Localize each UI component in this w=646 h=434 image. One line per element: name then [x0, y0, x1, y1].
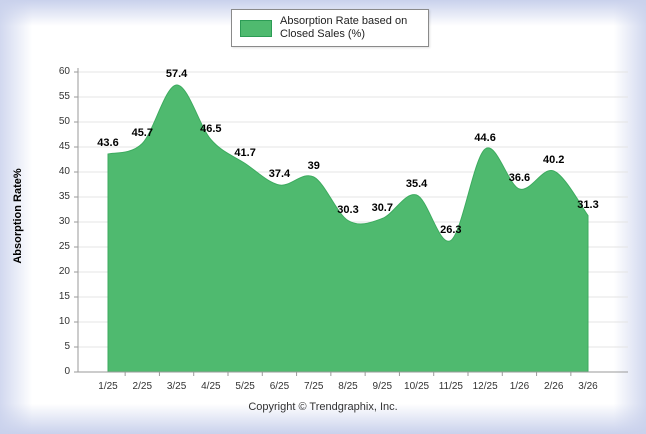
x-tick-label: 12/25 [472, 381, 498, 392]
y-tick-label: 0 [64, 366, 70, 377]
data-point-label: 46.5 [200, 122, 222, 135]
x-tick-label: 6/25 [269, 381, 290, 392]
data-point-label: 39 [307, 160, 320, 172]
data-point-label: 30.3 [337, 203, 359, 216]
x-tick-label: 3/26 [578, 381, 598, 392]
data-point-label: 44.6 [474, 132, 496, 144]
data-point-label: 30.7 [371, 201, 393, 214]
legend-label-line2: Closed Sales (%) [280, 28, 365, 40]
legend-swatch-icon [240, 19, 272, 37]
y-tick-label: 60 [58, 66, 70, 77]
y-tick-label: 5 [64, 341, 70, 352]
legend-box: Absorption Rate based on Closed Sales (%… [231, 9, 429, 47]
data-point-label: 35.4 [405, 178, 428, 190]
y-tick-label: 30 [58, 216, 70, 227]
y-tick-label: 40 [58, 166, 70, 177]
x-tick-label: 8/25 [338, 381, 358, 392]
x-tick-label: 9/25 [372, 381, 393, 392]
legend-label: Absorption Rate based on Closed Sales (%… [280, 15, 407, 41]
x-tick-label: 1/25 [98, 381, 118, 392]
data-point-label: 41.7 [234, 146, 256, 159]
y-tick-label: 10 [58, 316, 70, 327]
copyright-text: Copyright © Trendgraphix, Inc. [248, 401, 398, 413]
x-tick-label: 11/25 [438, 381, 463, 392]
x-tick-label: 10/25 [404, 381, 430, 392]
data-point-label: 31.3 [577, 198, 599, 211]
y-tick-label: 35 [58, 191, 70, 202]
x-tick-label: 4/25 [201, 381, 221, 392]
data-point-label: 26.3 [440, 223, 462, 236]
data-point-label: 36.6 [508, 172, 531, 184]
x-tick-label: 1/26 [509, 381, 530, 392]
data-point-label: 43.6 [97, 137, 119, 149]
data-point-label: 40.2 [542, 154, 565, 166]
y-tick-label: 25 [58, 241, 70, 252]
y-tick-label: 45 [58, 141, 70, 152]
data-point-label: 45.7 [131, 126, 153, 139]
data-point-label: 37.4 [268, 168, 291, 180]
y-tick-label: 55 [58, 91, 70, 102]
y-tick-label: 50 [58, 116, 70, 127]
x-tick-label: 5/25 [235, 381, 255, 392]
legend-label-line1: Absorption Rate based on [280, 15, 408, 27]
area-series [107, 84, 589, 373]
data-point-label: 57.4 [165, 68, 188, 80]
x-tick-label: 3/25 [166, 381, 187, 392]
x-tick-label: 2/25 [132, 381, 153, 392]
x-tick-label: 2/26 [543, 381, 564, 392]
y-tick-label: 20 [58, 266, 70, 277]
y-tick-label: 15 [58, 291, 70, 302]
x-tick-label: 7/25 [303, 381, 324, 392]
